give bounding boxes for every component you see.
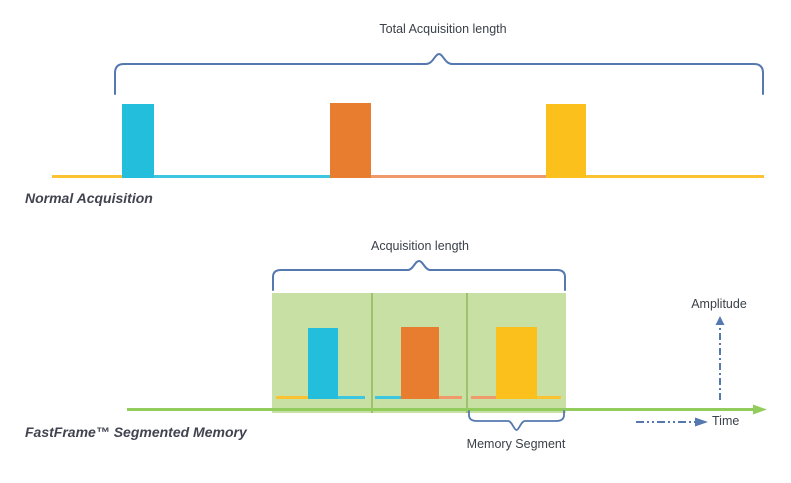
pulse-orange-normal <box>330 103 371 178</box>
total-acquisition-brace <box>114 52 764 95</box>
trace-segment-orange <box>371 175 546 178</box>
segment-divider-1 <box>371 293 373 413</box>
amplitude-arrow-icon <box>715 316 725 400</box>
segment3-trace-orange <box>471 396 496 399</box>
time-axis-arrow-icon <box>753 404 767 415</box>
time-arrow-icon <box>636 417 708 427</box>
memory-segment-label: Memory Segment <box>466 437 566 451</box>
memory-segment-brace <box>468 410 565 431</box>
trace-segment-yellow-right <box>586 175 764 178</box>
segment2-trace-cyan <box>375 396 401 399</box>
fastframe-caption: FastFrame™ Segmented Memory <box>25 424 247 440</box>
time-label: Time <box>712 414 740 428</box>
total-acquisition-length-label: Total Acquisition length <box>379 22 507 36</box>
segment1-trace-cyan <box>338 396 365 399</box>
trace-segment-yellow-left <box>52 175 122 178</box>
trace-segment-cyan <box>154 175 330 178</box>
amplitude-label: Amplitude <box>691 297 747 311</box>
normal-acquisition-caption: Normal Acquisition <box>25 190 153 206</box>
pulse-yellow-segment3 <box>496 327 537 399</box>
segment1-trace-yellow <box>276 396 308 399</box>
pulse-cyan-normal <box>122 104 154 178</box>
segment-divider-2 <box>466 293 468 413</box>
pulse-yellow-normal <box>546 104 586 178</box>
segment2-trace-orange <box>439 396 462 399</box>
acquisition-length-brace <box>272 259 566 291</box>
segment3-trace-yellow <box>537 396 561 399</box>
time-axis <box>127 404 767 415</box>
pulse-cyan-segment1 <box>308 328 338 399</box>
pulse-orange-segment2 <box>401 327 439 399</box>
acquisition-length-label: Acquisition length <box>371 239 469 253</box>
